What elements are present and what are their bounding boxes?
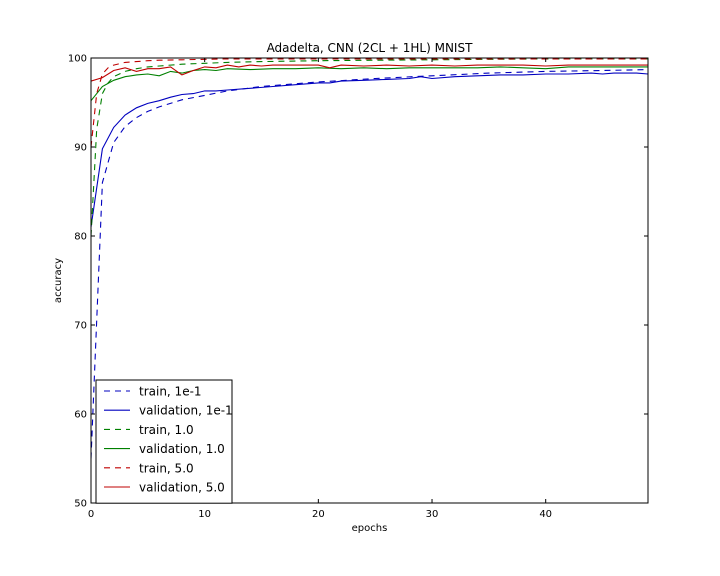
legend-label: train, 1e-1	[139, 385, 202, 399]
legend-label: validation, 1e-1	[139, 404, 233, 418]
y-tick-label: 100	[68, 54, 87, 65]
legend-label: train, 5.0	[139, 461, 194, 475]
legend-label: validation, 1.0	[139, 442, 225, 456]
x-tick-label: 10	[198, 509, 211, 520]
y-tick-label: 70	[74, 321, 87, 332]
legend-label: train, 1.0	[139, 423, 194, 437]
series-line-4	[91, 66, 648, 102]
x-tick-label: 0	[88, 509, 94, 520]
chart-title: Adadelta, CNN (2CL + 1HL) MNIST	[267, 41, 474, 55]
y-tick-label: 80	[74, 232, 87, 243]
series-line-5	[91, 58, 648, 148]
y-tick-label: 50	[74, 499, 87, 510]
series-line-2	[91, 72, 648, 228]
series-line-1	[91, 69, 648, 459]
series-line-6	[91, 64, 648, 82]
y-tick-label: 60	[74, 410, 87, 421]
legend-label: validation, 5.0	[139, 481, 225, 495]
y-tick-label: 90	[74, 143, 87, 154]
y-axis-label: accuracy	[53, 258, 64, 303]
x-tick-label: 20	[312, 509, 325, 520]
x-axis-label: epochs	[352, 523, 388, 534]
x-tick-label: 30	[426, 509, 439, 520]
plot-frame	[90, 57, 649, 504]
x-tick-label: 40	[539, 509, 552, 520]
legend-box	[95, 379, 233, 504]
legend: train, 1e-1 validation, 1e-1 train, 1.0 val…	[95, 379, 233, 504]
ticks-layer: 0 10 20 30 40 50 60 70 80 90 100	[68, 54, 648, 520]
series-layer	[91, 58, 648, 459]
